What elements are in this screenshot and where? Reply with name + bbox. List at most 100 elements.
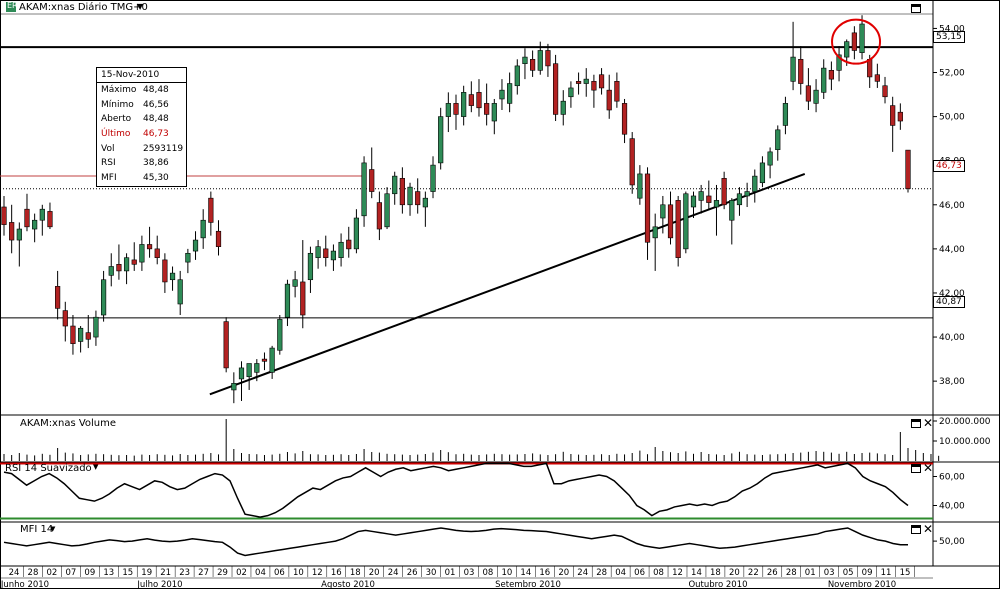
candle-body <box>284 283 291 318</box>
candle <box>100 270 107 322</box>
x-tick-label: 04 <box>255 568 266 578</box>
data-window-label: Último <box>101 129 131 140</box>
candle <box>813 79 819 113</box>
candle-body <box>813 89 819 104</box>
candle <box>353 209 360 254</box>
candle <box>782 96 789 135</box>
x-tick-label: 28 <box>786 568 797 578</box>
candle-body <box>55 286 61 309</box>
candle-body <box>897 111 903 122</box>
x-tick-label: 16 <box>331 568 342 578</box>
candle <box>752 169 758 203</box>
price-tick-label: 42,00 <box>939 289 965 299</box>
candle <box>591 74 597 108</box>
data-window-row: Último 46,73 <box>97 127 186 142</box>
x-tick-label: 03 <box>824 568 835 578</box>
mfi-series <box>3 527 908 557</box>
candle-body <box>644 173 651 243</box>
candle-body <box>453 103 459 115</box>
candle <box>614 72 620 108</box>
candle <box>376 191 382 241</box>
candle <box>39 204 45 236</box>
candle-body <box>169 272 176 281</box>
volume-close-icon[interactable]: ✕ <box>923 416 934 430</box>
x-tick-label: 24 <box>577 568 588 578</box>
x-tick-label: 28 <box>596 568 607 578</box>
candle-body <box>844 41 850 58</box>
maximize-icon[interactable] <box>911 4 921 13</box>
candle <box>254 359 260 382</box>
x-tick-label: 22 <box>748 568 759 578</box>
candle-body <box>767 151 773 166</box>
candle <box>552 54 559 122</box>
candle-body <box>637 173 643 199</box>
candle <box>16 222 22 267</box>
candle <box>24 193 30 232</box>
candle <box>445 92 451 133</box>
candle-body <box>139 244 145 263</box>
candle-body <box>93 316 99 338</box>
candle <box>507 72 513 113</box>
x-tick-label: 15 <box>122 568 133 578</box>
candle <box>790 21 796 91</box>
x-tick-label: 09 <box>84 568 95 578</box>
candle-body <box>384 193 390 228</box>
candle-body <box>162 259 168 283</box>
candle <box>874 63 880 88</box>
volume-maximize-icon[interactable] <box>911 419 921 428</box>
candle-body <box>537 50 543 71</box>
candle-body <box>798 58 804 84</box>
candle-body <box>70 325 76 344</box>
mfi-dropdown-icon[interactable]: ▼ <box>50 525 56 533</box>
price-tick-label: 38,00 <box>939 377 965 387</box>
x-tick-label: 20 <box>558 568 569 578</box>
month-label: Outubro 2010 <box>688 580 747 589</box>
candle <box>545 43 551 77</box>
volume-panel-title[interactable]: AKAM:xnas Volume <box>20 418 117 429</box>
candle-body <box>1 206 7 225</box>
mfi-maximize-icon[interactable] <box>911 525 921 534</box>
symbol-badge-text: ER <box>7 1 18 10</box>
candle <box>55 270 61 320</box>
data-window-label: Mínimo <box>101 99 134 110</box>
candle-body <box>851 32 857 51</box>
rsi-dropdown-icon[interactable]: ▼ <box>93 463 99 471</box>
candle <box>575 72 582 95</box>
candle-body <box>867 58 873 78</box>
candle <box>361 156 367 227</box>
candle-body <box>376 202 382 230</box>
candle <box>453 94 459 130</box>
candle-body <box>614 81 620 102</box>
candle-body <box>323 248 329 258</box>
candle-body <box>652 226 658 239</box>
candle-body <box>254 363 260 373</box>
rsi-panel-title[interactable]: RSI 14 Suavizado <box>5 463 92 474</box>
candle-body <box>200 219 206 239</box>
candle-body <box>238 367 245 380</box>
candle <box>606 74 612 119</box>
candle <box>729 198 735 245</box>
candle <box>246 363 252 390</box>
candle-body <box>9 222 15 241</box>
candle <box>675 195 681 267</box>
candle <box>139 235 145 271</box>
data-window-row: RSI 38,86 <box>97 156 186 171</box>
candle-body <box>491 103 497 122</box>
mfi-close-icon[interactable]: ✕ <box>923 522 934 536</box>
symbol-badge[interactable]: ER <box>6 1 18 12</box>
x-tick-label: 12 <box>672 568 683 578</box>
data-window-label: Aberto <box>101 114 132 125</box>
candle <box>890 96 896 152</box>
x-tick-label: 03 <box>464 568 475 578</box>
x-tick-label: 14 <box>520 568 531 578</box>
title-dropdown-icon[interactable]: ▼ <box>137 2 144 11</box>
candle-body <box>231 383 237 391</box>
mfi-panel-title[interactable]: MFI 14 <box>20 524 54 535</box>
candle <box>93 310 99 346</box>
rsi-close-icon[interactable]: ✕ <box>923 461 934 475</box>
chart-title[interactable]: AKAM:xnas Diário TMG+0 <box>19 2 148 13</box>
x-tick-label: 24 <box>388 568 399 578</box>
price-tick-label: 50,00 <box>939 113 965 123</box>
rsi-maximize-icon[interactable] <box>911 464 921 473</box>
